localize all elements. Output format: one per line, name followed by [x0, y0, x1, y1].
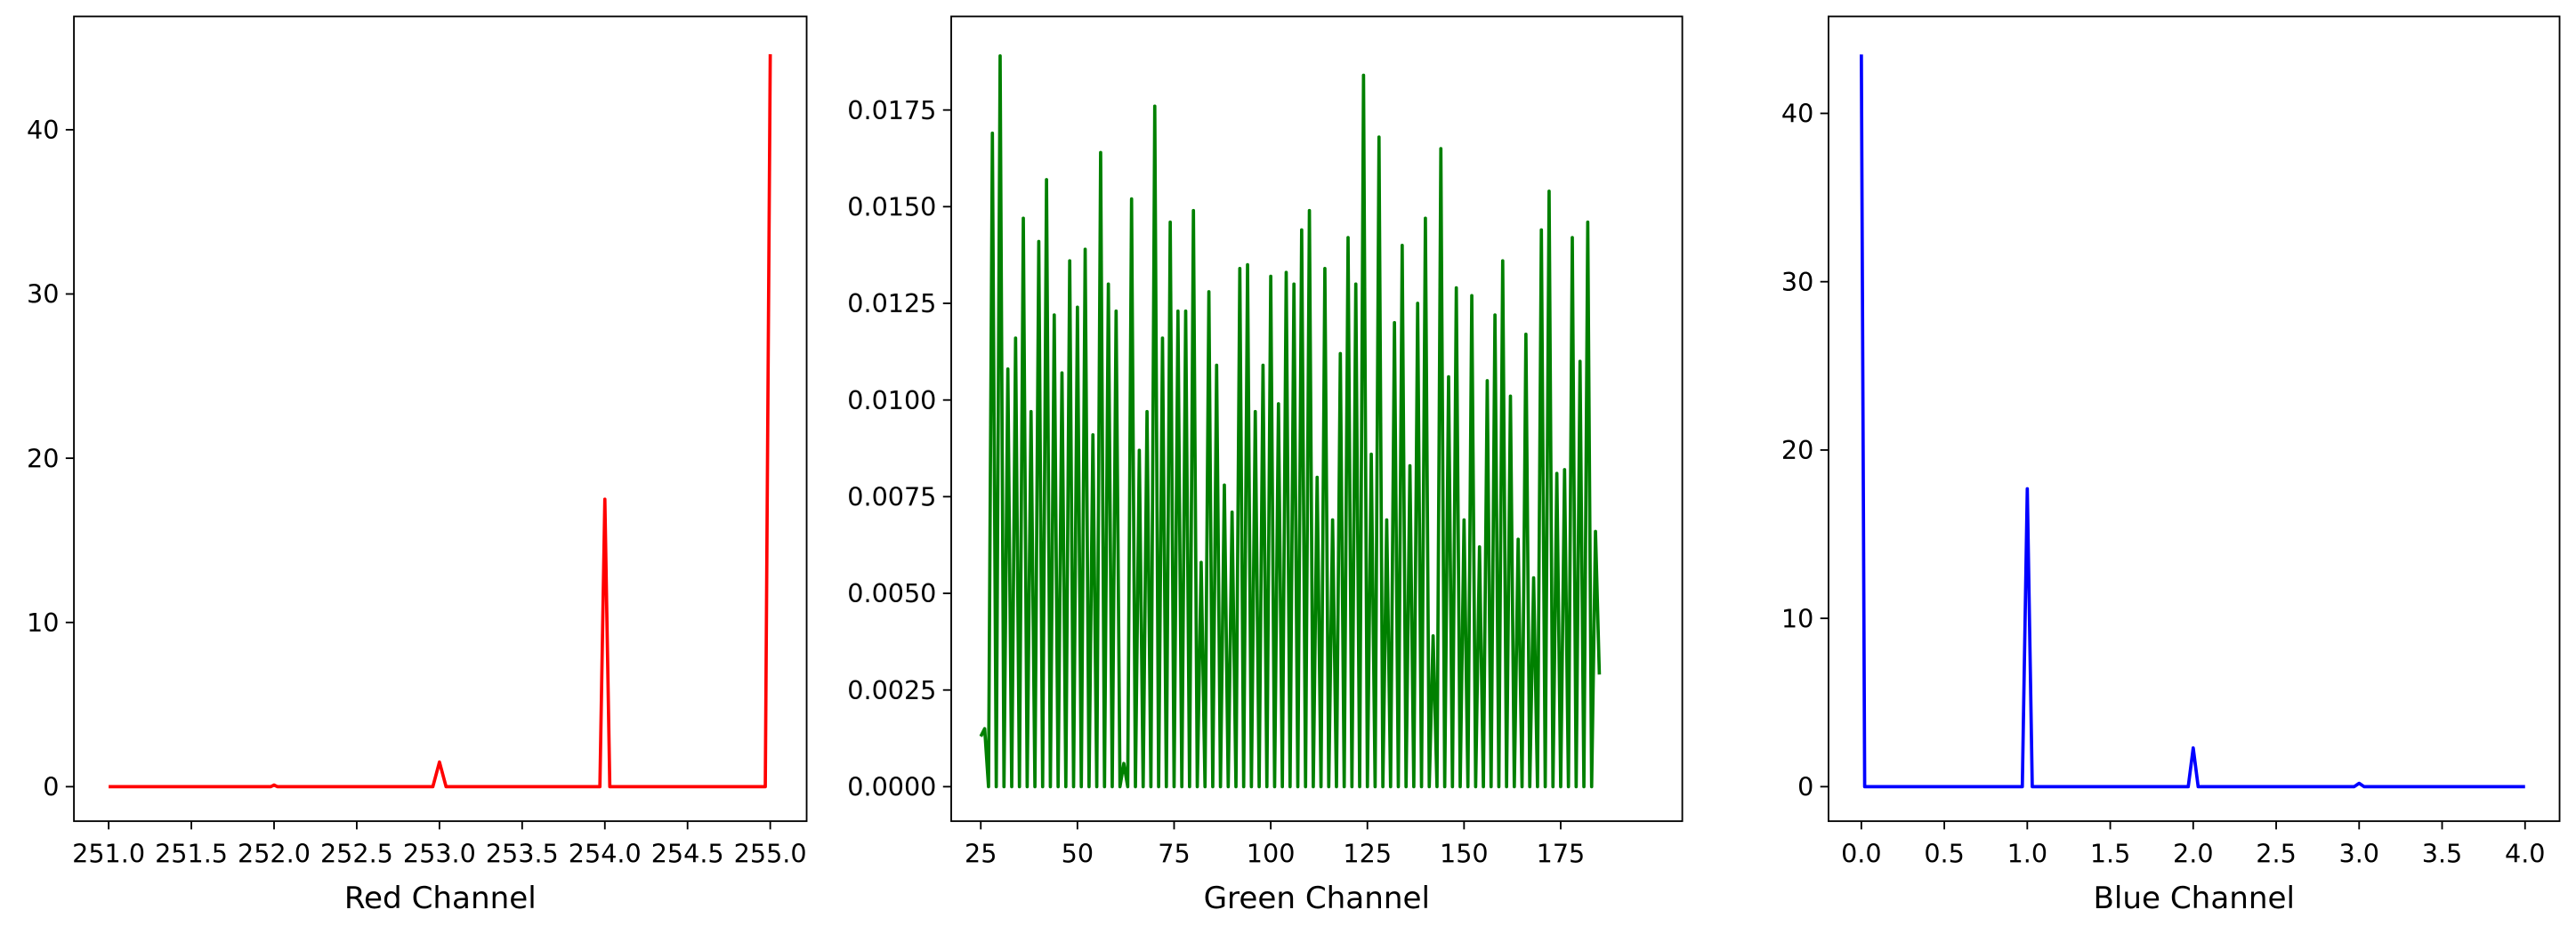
x-tick-label: 100 — [1247, 838, 1296, 868]
x-tick-label: 4.0 — [2505, 838, 2546, 868]
y-tick-label: 0.0150 — [847, 191, 936, 221]
axes-frame — [73, 15, 808, 823]
x-tick-label: 1.0 — [2007, 838, 2048, 868]
y-tick-label: 0.0075 — [847, 482, 936, 512]
data-line — [1860, 54, 2525, 789]
y-tick-label: 0.0175 — [847, 95, 936, 125]
x-tick-label: 50 — [1062, 838, 1094, 868]
y-tick-label: 40 — [27, 115, 59, 145]
y-tick-label: 30 — [1781, 267, 1813, 297]
y-tick-label: 0 — [43, 772, 59, 802]
x-tick-label: 1.5 — [2090, 838, 2131, 868]
x-tick-label: 2.0 — [2173, 838, 2214, 868]
axes-frame — [1828, 15, 2561, 823]
x-tick-label: 2.5 — [2256, 838, 2297, 868]
x-axis-label: Blue Channel — [2093, 881, 2295, 916]
y-tick-label: 0.0100 — [847, 385, 936, 415]
y-tick-label: 30 — [27, 279, 59, 310]
data-line — [109, 53, 772, 789]
data-line — [979, 53, 1602, 789]
x-tick-label: 3.5 — [2422, 838, 2463, 868]
y-tick-label: 40 — [1781, 99, 1813, 129]
x-tick-label: 253.5 — [486, 838, 559, 868]
x-tick-label: 252.5 — [320, 838, 393, 868]
y-tick-label: 0 — [1797, 772, 1813, 802]
x-tick-label: 175 — [1537, 838, 1586, 868]
x-tick-label: 252.0 — [238, 838, 311, 868]
x-tick-label: 0.0 — [1841, 838, 1882, 868]
axes-frame — [950, 15, 1684, 823]
y-tick-label: 20 — [27, 443, 59, 473]
x-tick-label: 25 — [965, 838, 997, 868]
x-tick-label: 0.5 — [1924, 838, 1965, 868]
y-tick-label: 20 — [1781, 435, 1813, 465]
x-tick-label: 254.0 — [569, 838, 642, 868]
x-axis-label: Red Channel — [344, 881, 537, 916]
x-tick-label: 125 — [1343, 838, 1392, 868]
x-tick-label: 254.5 — [651, 838, 724, 868]
x-tick-label: 3.0 — [2339, 838, 2380, 868]
y-tick-label: 0.0125 — [847, 288, 936, 318]
y-tick-label: 10 — [1781, 603, 1813, 633]
x-tick-label: 251.5 — [155, 838, 228, 868]
y-tick-label: 0.0050 — [847, 578, 936, 608]
x-tick-label: 150 — [1440, 838, 1489, 868]
y-tick-label: 0.0025 — [847, 675, 936, 705]
x-axis-label: Green Channel — [1204, 881, 1430, 916]
x-tick-label: 75 — [1158, 838, 1190, 868]
x-tick-label: 251.0 — [72, 838, 145, 868]
x-tick-label: 253.0 — [403, 838, 476, 868]
x-tick-label: 255.0 — [734, 838, 807, 868]
y-tick-label: 10 — [27, 608, 59, 638]
y-tick-label: 0.0000 — [847, 772, 936, 802]
